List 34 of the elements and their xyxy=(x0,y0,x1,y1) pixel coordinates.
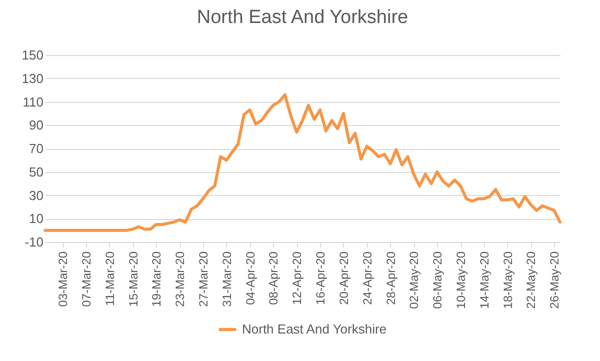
x-tick-label: 15-Mar-20 xyxy=(126,251,140,307)
x-tick-label: 10-May-20 xyxy=(454,251,468,309)
x-tick-label: 20-Apr-20 xyxy=(336,251,351,305)
y-tick-label: -10 xyxy=(24,234,44,250)
y-tick-label: 150 xyxy=(22,48,44,62)
y-tick-label: 130 xyxy=(22,70,44,86)
x-tick-label: 27-Mar-20 xyxy=(196,251,211,307)
x-tick-label: 23-Mar-20 xyxy=(173,251,188,307)
x-tick-label: 24-Apr-20 xyxy=(360,251,374,305)
x-tick-label: 28-Apr-20 xyxy=(384,251,398,305)
y-tick-label: 90 xyxy=(29,118,44,133)
x-tick-label: 16-Apr-20 xyxy=(314,251,328,305)
x-tick-label: 19-Mar-20 xyxy=(150,251,164,307)
x-tick-label: 11-Mar-20 xyxy=(102,251,117,306)
x-tick-label: 02-May-20 xyxy=(407,251,422,309)
x-tick-label: 04-Apr-20 xyxy=(243,251,258,305)
x-tick-label: 31-Mar-20 xyxy=(220,251,234,307)
x-tick-label: 22-May-20 xyxy=(524,251,538,309)
y-tick-label: 30 xyxy=(29,188,44,203)
x-tick-label: 07-Mar-20 xyxy=(79,251,94,307)
x-tick-label: 18-May-20 xyxy=(500,251,515,309)
y-tick-label: 70 xyxy=(29,141,44,156)
x-tick-label: 08-Apr-20 xyxy=(266,251,281,305)
x-tick-label: 06-May-20 xyxy=(430,251,445,309)
x-tick-label: 26-May-20 xyxy=(548,251,562,309)
x-tick-label: 03-Mar-20 xyxy=(56,251,70,307)
chart-title: North East And Yorkshire xyxy=(196,7,408,28)
x-tick-label: 14-May-20 xyxy=(477,251,492,309)
line-series xyxy=(44,93,562,232)
legend-label: North East And Yorkshire xyxy=(242,322,387,336)
y-tick-label: 110 xyxy=(22,94,44,110)
y-tick-label: 10 xyxy=(29,211,44,226)
y-tick-label: 50 xyxy=(29,164,44,180)
x-tick-label: 12-Apr-20 xyxy=(290,251,304,305)
